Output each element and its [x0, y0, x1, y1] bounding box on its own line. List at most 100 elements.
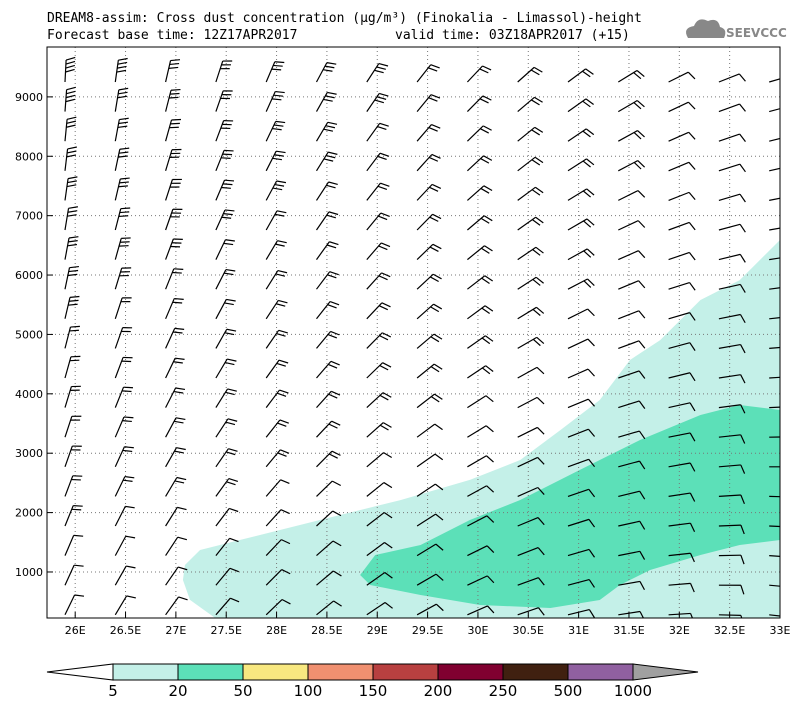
- barb-flag: [432, 273, 442, 280]
- barb-flag: [66, 120, 77, 124]
- barb-staff: [718, 524, 741, 527]
- barb-flag: [118, 215, 129, 218]
- barb-flag: [276, 392, 287, 397]
- barb-staff: [265, 210, 278, 231]
- barb-flag: [740, 374, 746, 384]
- barb-flag: [278, 359, 289, 364]
- barb-flag: [67, 146, 77, 150]
- barb-staff: [467, 215, 485, 231]
- barb-flag: [118, 91, 128, 95]
- barb-flag: [176, 476, 187, 481]
- barb-flag: [428, 156, 439, 162]
- barb-flag: [585, 128, 595, 136]
- barb-staff: [64, 356, 72, 379]
- barb-staff: [416, 154, 433, 172]
- barb-staff: [64, 594, 76, 616]
- barb-flag: [380, 182, 390, 187]
- barb-staff: [114, 89, 120, 112]
- barb-staff: [517, 216, 537, 231]
- barb-flag: [433, 363, 443, 370]
- barb-staff: [416, 603, 437, 616]
- barb-staff: [64, 148, 69, 171]
- barb-staff: [467, 395, 487, 409]
- barb-flag: [378, 305, 389, 311]
- barb-staff: [64, 416, 73, 438]
- barb-staff: [517, 126, 536, 142]
- barb-flag: [537, 517, 545, 526]
- barb-staff: [215, 299, 227, 320]
- barb-flag: [531, 99, 540, 106]
- barb-staff: [517, 156, 536, 172]
- colorbar-label: 50: [233, 682, 252, 700]
- barb-staff: [467, 335, 486, 349]
- barb-staff: [467, 485, 487, 497]
- barb-flag: [274, 213, 285, 217]
- barb-flag: [487, 605, 495, 614]
- barb-flag: [633, 161, 642, 170]
- barb-flag: [175, 387, 186, 390]
- barb-flag: [483, 155, 493, 161]
- barb-flag: [273, 94, 284, 97]
- barb-flag: [277, 422, 287, 427]
- colorbar-label: 5: [108, 682, 118, 700]
- barb-flag: [583, 280, 592, 288]
- barb-staff: [215, 448, 229, 468]
- colorbar-box: [112, 663, 179, 681]
- barb-staff: [618, 220, 639, 231]
- barb-flag: [176, 447, 186, 451]
- barb-staff: [567, 128, 587, 142]
- barb-staff: [366, 362, 384, 379]
- barb-flag: [481, 337, 491, 345]
- barb-flag: [226, 328, 237, 332]
- barb-flag: [588, 458, 596, 468]
- barb-staff: [265, 121, 277, 142]
- barb-flag: [740, 585, 745, 595]
- barb-flag: [739, 163, 746, 173]
- barb-flag: [331, 390, 341, 396]
- barb-staff: [618, 310, 640, 320]
- barb-staff: [64, 267, 71, 290]
- barb-flag: [639, 520, 646, 530]
- barb-flag: [328, 181, 338, 186]
- barb-flag: [225, 239, 235, 242]
- barb-flag: [430, 94, 441, 99]
- barb-flag: [638, 280, 646, 289]
- colorbar-label: 100: [294, 682, 323, 700]
- barb-flag: [174, 420, 184, 424]
- barb-staff: [114, 238, 122, 260]
- barb-flag: [68, 206, 78, 209]
- barb-staff: [366, 272, 382, 290]
- barb-flag: [280, 449, 290, 454]
- barb-staff: [366, 242, 382, 260]
- barb-flag: [486, 575, 495, 584]
- barb-flag: [535, 276, 544, 284]
- barb-flag: [791, 587, 793, 596]
- barb-flag: [276, 150, 286, 154]
- barb-flag: [327, 121, 338, 125]
- barb-flag: [222, 183, 233, 186]
- barb-flag: [272, 187, 283, 191]
- barb-staff: [618, 370, 640, 379]
- barb-flag: [377, 126, 387, 130]
- chart-title: DREAM8-assim: Cross dust concentration (…: [47, 11, 642, 26]
- barb-staff: [366, 422, 384, 438]
- barb-flag: [534, 126, 544, 133]
- barb-staff: [64, 59, 67, 83]
- barb-flag: [272, 157, 283, 161]
- barb-flag: [384, 572, 393, 579]
- barb-staff: [265, 389, 280, 408]
- barb-flag: [117, 61, 128, 65]
- barb-flag: [537, 457, 545, 465]
- barb-staff: [315, 62, 328, 83]
- barb-staff: [517, 96, 535, 113]
- barb-flag: [379, 394, 389, 401]
- barb-flag: [333, 600, 342, 607]
- barb-staff: [517, 456, 538, 468]
- barb-staff: [718, 494, 741, 497]
- barb-flag: [430, 396, 440, 403]
- barb-flag: [332, 480, 342, 487]
- colorbar-label: 150: [359, 682, 388, 700]
- barb-flag: [739, 223, 746, 233]
- barb-staff: [769, 317, 780, 320]
- barb-staff: [618, 490, 640, 497]
